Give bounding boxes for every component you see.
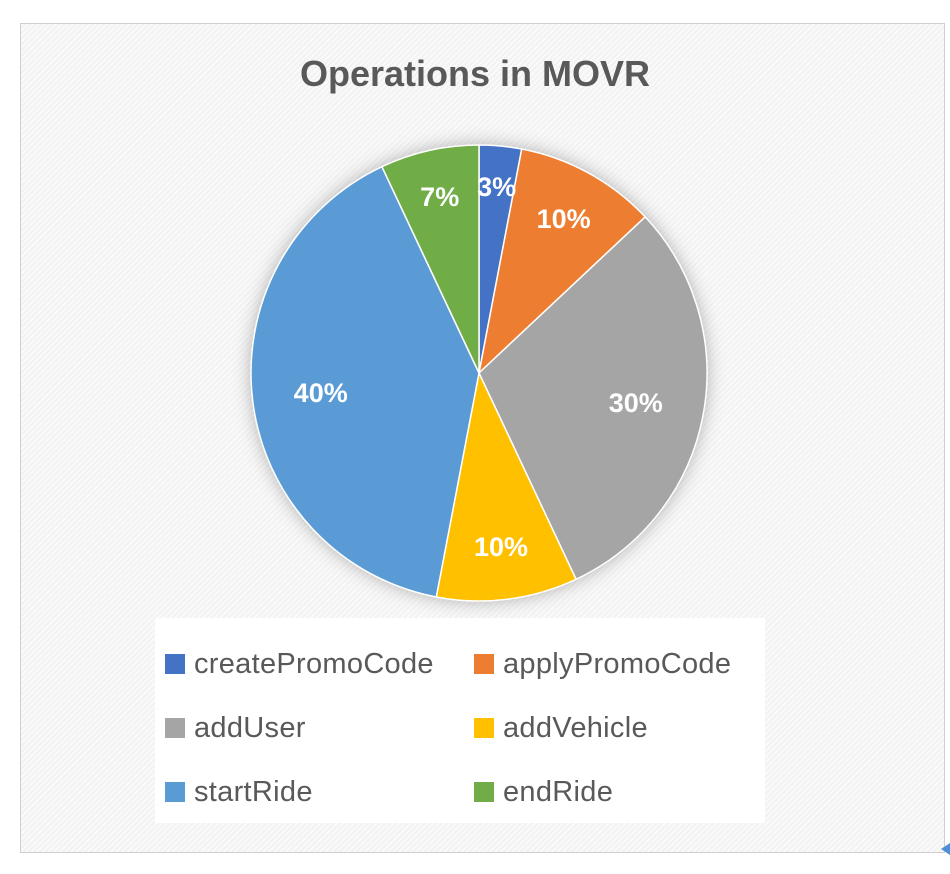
legend-swatch-addVehicle <box>474 718 494 738</box>
legend-item-addUser: addUser <box>165 696 474 760</box>
legend-label-startRide: startRide <box>194 775 313 808</box>
corner-marker-icon <box>941 843 950 855</box>
data-label-createPromoCode: 3% <box>477 172 516 202</box>
data-label-endRide: 7% <box>420 182 459 212</box>
legend-swatch-addUser <box>165 718 185 738</box>
pie-slice-addUser <box>478 216 708 581</box>
pie-labels: 3% 10% 30% 10% 40% 7% <box>294 172 663 562</box>
chart-legend: createPromoCode applyPromoCode addUser addV… <box>155 618 765 823</box>
legend-grid: createPromoCode applyPromoCode addUser addV… <box>165 632 765 824</box>
pie-slice-applyPromoCode <box>478 148 646 374</box>
legend-swatch-startRide <box>165 782 185 802</box>
legend-label-endRide: endRide <box>503 775 614 808</box>
legend-item-createPromoCode: createPromoCode <box>165 632 474 696</box>
pie-slices <box>250 144 708 602</box>
legend-label-createPromoCode: createPromoCode <box>194 647 434 680</box>
legend-label-applyPromoCode: applyPromoCode <box>503 647 732 680</box>
pie-slice-endRide <box>381 144 480 374</box>
legend-item-startRide: startRide <box>165 760 474 824</box>
legend-item-endRide: endRide <box>474 760 764 824</box>
data-label-addVehicle: 10% <box>474 532 528 562</box>
data-label-applyPromoCode: 10% <box>537 204 591 234</box>
legend-swatch-createPromoCode <box>165 654 185 674</box>
legend-swatch-applyPromoCode <box>474 654 494 674</box>
legend-item-addVehicle: addVehicle <box>474 696 764 760</box>
legend-label-addVehicle: addVehicle <box>503 711 648 744</box>
legend-swatch-endRide <box>474 782 494 802</box>
pie-slice-addVehicle <box>435 372 577 602</box>
data-label-startRide: 40% <box>294 378 348 408</box>
legend-label-addUser: addUser <box>194 711 306 744</box>
data-label-addUser: 30% <box>609 388 663 418</box>
pie-slice-startRide <box>250 165 480 598</box>
legend-item-applyPromoCode: applyPromoCode <box>474 632 764 696</box>
chart-title: Operations in MOVR <box>299 53 651 94</box>
